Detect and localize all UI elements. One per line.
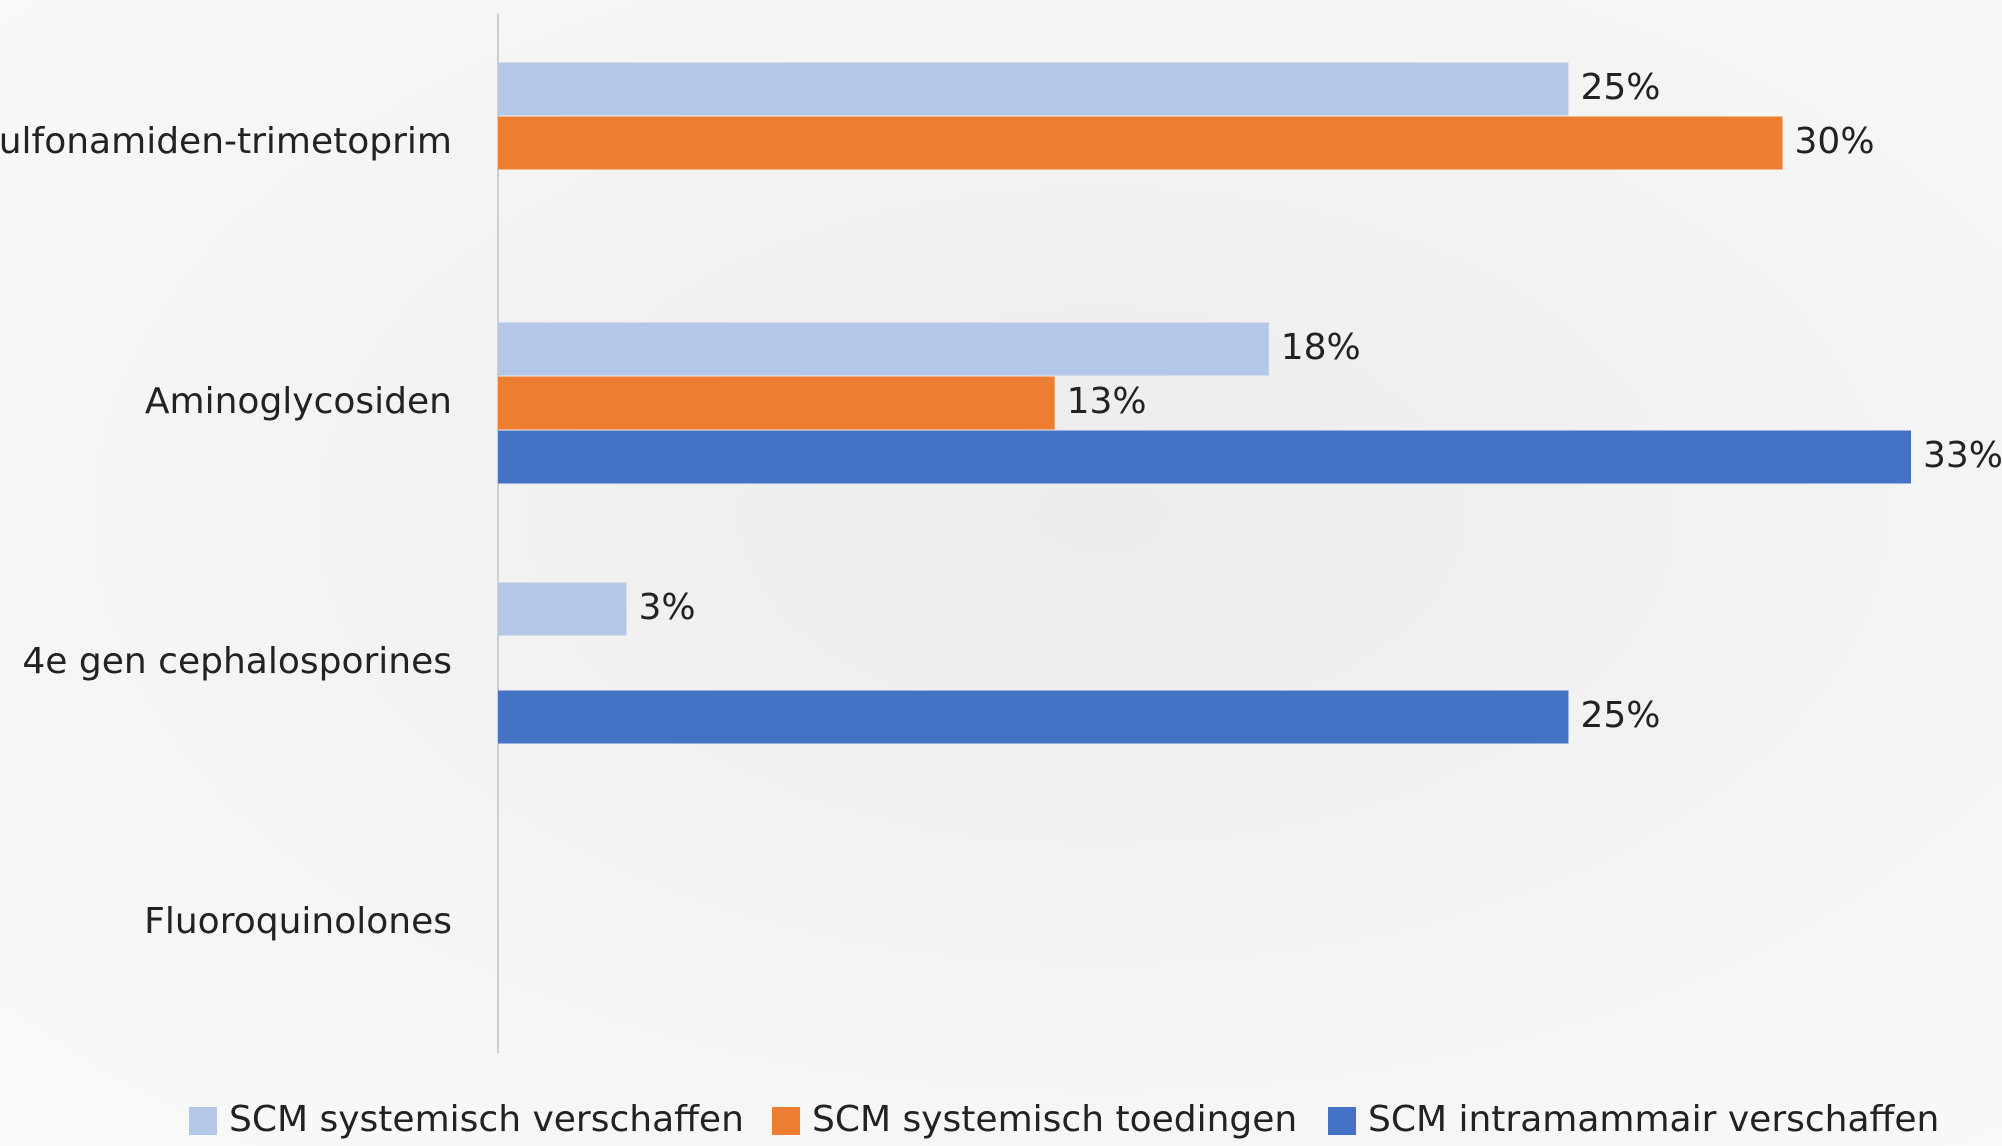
bar xyxy=(498,376,1055,430)
bar xyxy=(498,690,1569,744)
y-tick-label: Sulfonamiden-trimetoprim xyxy=(0,121,452,162)
bar xyxy=(498,582,627,636)
legend-label: SCM systemisch verschaffen xyxy=(229,1099,744,1140)
value-label: 3% xyxy=(638,587,695,628)
value-label: 33% xyxy=(1923,435,2002,476)
value-label: 25% xyxy=(1580,67,1660,108)
legend-swatch xyxy=(772,1107,800,1135)
value-label: 13% xyxy=(1067,381,1147,422)
value-label: 30% xyxy=(1795,121,1875,162)
y-tick-label: Aminoglycosiden xyxy=(145,381,452,422)
legend-swatch xyxy=(189,1107,217,1135)
value-label: 18% xyxy=(1281,327,1361,368)
y-tick-label: 4e gen cephalosporines xyxy=(22,641,452,682)
legend-label: SCM systemisch toedingen xyxy=(812,1099,1297,1140)
bar xyxy=(498,430,1911,484)
y-tick-label: Fluoroquinolones xyxy=(144,901,452,942)
bar xyxy=(498,116,1783,170)
legend-swatch xyxy=(1328,1107,1356,1135)
legend-label: SCM intramammair verschaffen xyxy=(1368,1099,1939,1140)
bar xyxy=(498,322,1269,376)
bar xyxy=(498,62,1569,116)
value-label: 25% xyxy=(1580,695,1660,736)
